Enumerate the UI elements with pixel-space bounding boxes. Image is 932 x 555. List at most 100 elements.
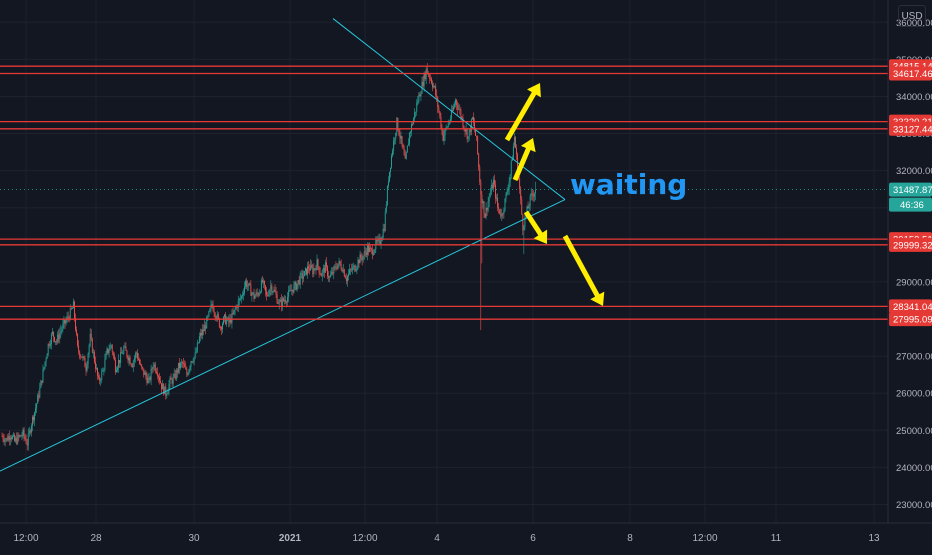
candle-body — [195, 351, 197, 353]
candle-body — [497, 197, 499, 208]
candle-body — [139, 360, 140, 364]
candle-body — [7, 436, 9, 441]
candle-body — [234, 308, 236, 311]
candle-body — [424, 73, 426, 79]
candle-body — [131, 365, 133, 368]
candle-body — [12, 436, 13, 439]
candle-body — [180, 362, 181, 369]
candle-body — [453, 106, 454, 111]
candle-body — [342, 269, 344, 272]
candle-body — [506, 192, 508, 195]
candle-body — [112, 352, 114, 356]
candle-body — [439, 111, 441, 117]
candle-body — [483, 201, 485, 214]
candle-body — [211, 304, 213, 306]
currency-button[interactable]: USD — [898, 5, 926, 27]
candle-body — [193, 356, 195, 362]
candle-body — [428, 75, 430, 79]
candle-body — [468, 129, 470, 137]
candle-body — [103, 369, 105, 371]
time-tick-label: 11 — [771, 533, 782, 544]
candle-body — [301, 273, 303, 279]
candle-body — [372, 249, 374, 256]
candle-body — [64, 319, 66, 324]
candle-body — [36, 403, 38, 409]
candle-body — [520, 189, 522, 200]
candle-body — [396, 117, 398, 133]
candle-body — [495, 184, 496, 199]
candle-body — [266, 291, 268, 296]
candle-body — [429, 78, 431, 80]
candle-body — [298, 280, 300, 285]
time-tick-label: 13 — [868, 533, 880, 544]
candle-body — [487, 201, 489, 211]
price-tick-label: 27000.00 — [896, 352, 932, 363]
arrow-up-1 — [504, 83, 541, 142]
candle-body — [91, 338, 93, 353]
candle-body — [363, 251, 365, 257]
candle-body — [117, 367, 118, 371]
candle-body — [20, 435, 22, 437]
candle-body — [450, 110, 452, 119]
candle-body — [222, 324, 223, 330]
arrow-up-2 — [512, 138, 536, 181]
candle-body — [333, 266, 335, 274]
candle-body — [339, 261, 341, 265]
candle-body — [433, 86, 434, 88]
candle-body — [66, 316, 68, 321]
candle-body — [213, 310, 215, 314]
candle-body — [42, 369, 44, 383]
candle-body — [235, 306, 237, 309]
candle-body — [427, 74, 429, 76]
candle-body — [219, 327, 221, 329]
candle-body — [533, 193, 535, 197]
candle-body — [239, 298, 241, 300]
candle-body — [143, 368, 145, 375]
candle-body — [390, 167, 391, 172]
candle-body — [324, 262, 326, 273]
candle-body — [404, 155, 406, 159]
candle-body — [276, 294, 278, 304]
candle-body — [436, 95, 438, 98]
candle-body — [528, 206, 530, 209]
candle-body — [480, 182, 482, 195]
candle-body — [218, 318, 220, 328]
candle-body — [169, 377, 171, 385]
candle-body — [316, 259, 318, 270]
candle-body — [53, 331, 54, 338]
candle-body — [406, 145, 408, 153]
candle-body — [84, 357, 86, 368]
candle-body — [67, 316, 69, 318]
candle-body — [85, 367, 87, 371]
candle-body — [410, 132, 411, 133]
candle-body — [119, 360, 121, 364]
candle-body — [159, 377, 160, 381]
candle-body — [133, 358, 135, 362]
candle-body — [11, 437, 12, 439]
candle-body — [341, 269, 343, 272]
time-tick-label: 12:00 — [13, 533, 38, 544]
candle-body — [446, 126, 448, 128]
candle-body — [65, 320, 67, 324]
candle-body — [57, 334, 59, 342]
candle-body — [198, 336, 200, 343]
candle-body — [507, 189, 509, 193]
candle-body — [361, 257, 363, 260]
candle-body — [269, 289, 271, 296]
candle-body — [246, 280, 248, 287]
candle-body — [476, 135, 478, 137]
candle-body — [106, 348, 108, 354]
candle-body — [101, 371, 103, 381]
candle-body — [69, 308, 71, 320]
candle-body — [107, 348, 109, 353]
candle-body — [166, 394, 168, 396]
current-price-tag — [889, 182, 932, 197]
candle-body — [71, 308, 73, 309]
candle-body — [187, 374, 189, 376]
candle-body — [300, 273, 302, 275]
candle-body — [172, 376, 174, 384]
candle-body — [503, 210, 505, 214]
candle-body — [77, 334, 79, 346]
